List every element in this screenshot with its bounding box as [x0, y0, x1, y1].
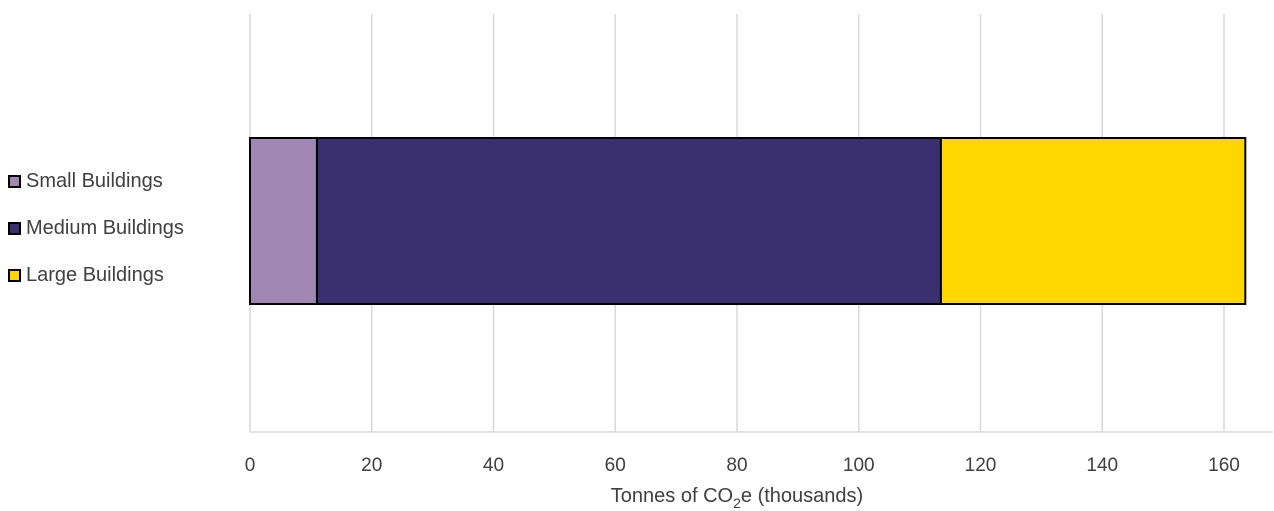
x-axis-title-subscript: 2 [733, 495, 741, 511]
x-tick-label-100: 100 [843, 455, 875, 476]
x-tick-label-140: 140 [1086, 455, 1118, 476]
bar-segment-small-buildings [249, 137, 318, 305]
bars [249, 137, 1247, 305]
x-tick-label-60: 60 [605, 455, 626, 476]
legend-label-medium-buildings: Medium Buildings [26, 217, 184, 239]
x-axis-title-suffix: e (thousands) [741, 485, 863, 507]
legend-item-medium-buildings: Medium Buildings [8, 205, 184, 252]
x-tick-label-120: 120 [965, 455, 997, 476]
legend-swatch-medium-buildings [8, 222, 21, 235]
legend-label-small-buildings: Small Buildings [26, 170, 163, 192]
bar-segment-medium-buildings [315, 137, 942, 305]
legend-swatch-small-buildings [8, 175, 21, 188]
legend: Small Buildings Medium Buildings Large B… [8, 158, 184, 299]
legend-swatch-large-buildings [8, 269, 21, 282]
legend-item-large-buildings: Large Buildings [8, 252, 184, 299]
legend-label-large-buildings: Large Buildings [26, 264, 164, 286]
x-tick-label-80: 80 [726, 455, 747, 476]
x-tick-label-40: 40 [483, 455, 504, 476]
x-tick-label-160: 160 [1208, 455, 1240, 476]
x-axis-title-prefix: Tonnes of CO [611, 485, 733, 507]
legend-item-small-buildings: Small Buildings [8, 158, 184, 205]
x-tick-labels: 0 20 40 60 80 100 120 140 160 [245, 455, 1240, 476]
x-axis-title: Tonnes of CO2e (thousands) [611, 485, 863, 511]
bar-segment-large-buildings [939, 137, 1247, 305]
x-tick-label-20: 20 [361, 455, 382, 476]
x-tick-label-0: 0 [245, 455, 256, 476]
